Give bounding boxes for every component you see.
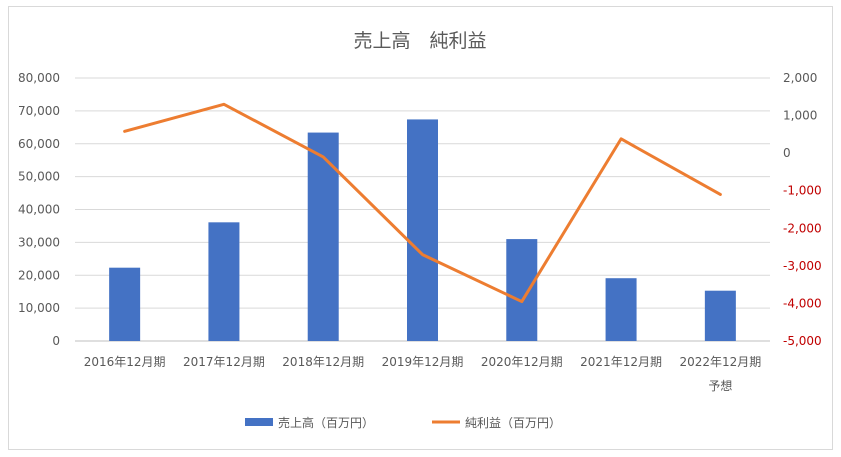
left-tick-label: 20,000	[18, 268, 60, 282]
x-tick-label: 2016年12月期	[84, 355, 166, 369]
left-tick-label: 40,000	[18, 203, 60, 217]
bar	[407, 119, 438, 341]
x-tick-label: 予想	[708, 378, 732, 393]
bar	[506, 239, 538, 341]
line-series	[123, 102, 722, 304]
bar	[605, 278, 637, 341]
legend: 売上高（百万円） 純利益（百万円）	[245, 415, 561, 430]
left-tick-label: 60,000	[18, 137, 60, 151]
bar	[109, 267, 141, 341]
left-tick-label: 80,000	[18, 71, 60, 85]
right-tick-label: -1,000	[783, 184, 822, 198]
right-tick-label: -2,000	[783, 221, 822, 235]
left-tick-label: 50,000	[18, 170, 60, 184]
bar	[704, 290, 736, 341]
right-tick-label: -3,000	[783, 259, 822, 273]
legend-label-sales: 売上高（百万円）	[278, 415, 374, 430]
x-tick-label: 2020年12月期	[481, 355, 563, 369]
right-axis-ticks: -5,000 -4,000 -3,000 -2,000 -1,000 0 1,000 2,00…	[783, 71, 822, 348]
bar	[208, 222, 240, 341]
x-tick-label: 2017年12月期	[183, 355, 265, 369]
right-tick-label: 0	[783, 146, 791, 160]
profit-line	[123, 102, 722, 304]
left-tick-label: 70,000	[18, 104, 60, 118]
right-tick-label: -4,000	[783, 296, 822, 310]
legend-label-profit: 純利益（百万円）	[465, 416, 561, 430]
x-tick-label: 2019年12月期	[382, 355, 464, 369]
x-tick-label: 2022年12月期	[679, 355, 761, 369]
left-axis-ticks: 0 10,000 20,000 30,000 40,000 50,000 60,000 70,…	[18, 71, 60, 348]
right-tick-label: 2,000	[783, 71, 817, 85]
right-tick-label: -5,000	[783, 334, 822, 348]
legend-swatch-sales	[245, 418, 273, 426]
left-tick-label: 0	[52, 334, 60, 348]
x-tick-label: 2018年12月期	[282, 355, 364, 369]
left-tick-label: 10,000	[18, 301, 60, 315]
chart-title: 売上高 純利益	[353, 30, 486, 52]
right-tick-label: 1,000	[783, 109, 817, 123]
x-tick-label: 2021年12月期	[580, 355, 662, 369]
bars	[109, 119, 736, 341]
bar	[307, 132, 339, 341]
x-axis-ticks: 2016年12月期 2017年12月期 2018年12月期 2019年12月期 2020…	[84, 355, 762, 393]
left-tick-label: 30,000	[18, 235, 60, 249]
